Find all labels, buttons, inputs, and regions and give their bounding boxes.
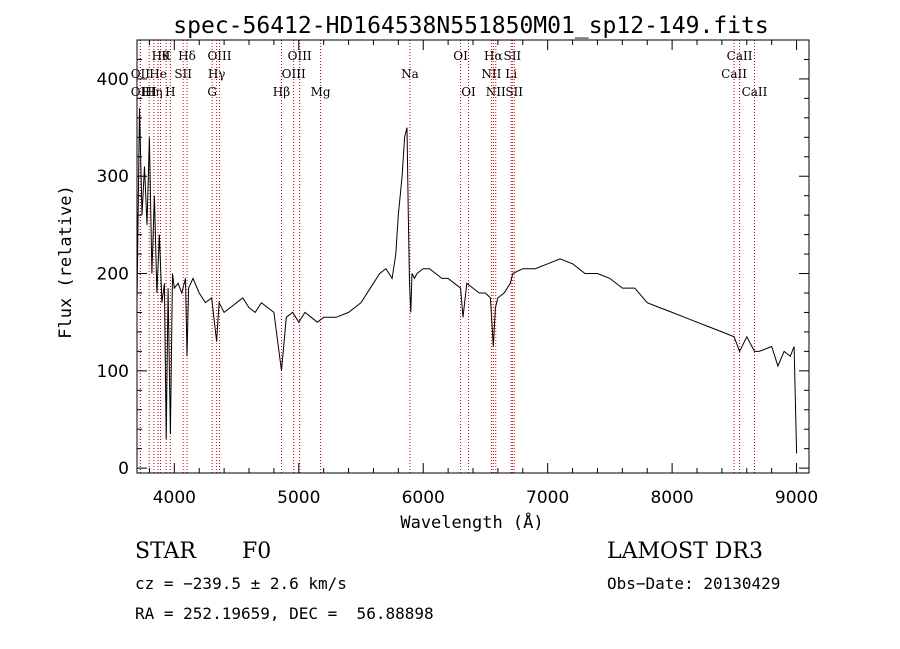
observation-date: Obs−Date: 20130429 [607, 574, 781, 593]
line-markers [139, 40, 755, 473]
plot-frame [136, 39, 810, 474]
line-label: Na [401, 67, 419, 81]
line-label: Hδ [178, 49, 196, 63]
line-labels: OIIOIIHIHηHeHθKHSIIHδGHγOIIIHβOIIIOIIIMg… [131, 49, 768, 99]
line-label: OII [131, 85, 151, 99]
line-label: Hη [145, 85, 163, 99]
x-axis-label: Wavelength (Å) [400, 511, 543, 533]
spectrum-series [136, 108, 798, 454]
line-label: OIII [207, 49, 231, 63]
line-label: CaII [742, 85, 768, 99]
line-label: Hα [484, 49, 503, 63]
x-tick-label: 4000 [153, 488, 196, 508]
line-label: HI [142, 85, 157, 99]
y-tick-label: 100 [97, 362, 129, 382]
x-tick-label: 5000 [277, 488, 320, 508]
line-label: OII [131, 67, 151, 81]
y-axis-label: Flux (relative) [56, 185, 76, 339]
x-axis: 4000 5000 6000 7000 8000 9000 [148, 40, 818, 508]
x-tick-label: 6000 [402, 488, 445, 508]
line-label: He [149, 67, 167, 81]
line-label: OIII [282, 67, 306, 81]
line-label: Hβ [273, 85, 290, 99]
spectrum-line [136, 108, 798, 454]
line-label: CaII [727, 49, 753, 63]
y-axis: 0 100 200 300 400 [97, 58, 809, 479]
y-tick-label: 400 [97, 70, 129, 90]
line-label: CaII [721, 67, 747, 81]
x-tick-label: 7000 [526, 488, 569, 508]
y-tick-label: 300 [97, 167, 129, 187]
line-label: SII [505, 85, 523, 99]
line-label: H [165, 85, 175, 99]
subclass: F0 [242, 539, 272, 564]
line-label: OI [453, 49, 468, 63]
y-tick-label: 200 [97, 265, 129, 285]
chart-title: spec-56412-HD164538N551850M01_sp12-149.f… [173, 13, 768, 39]
line-label: NII [486, 85, 506, 99]
line-label: SII [503, 49, 521, 63]
line-label: Hγ [208, 67, 226, 81]
line-label: K [162, 49, 172, 63]
redshift-cz: cz = −239.5 ± 2.6 km/s [135, 574, 347, 593]
line-label: Li [505, 67, 517, 81]
x-tick-label: 8000 [650, 488, 693, 508]
line-label: NII [481, 67, 501, 81]
survey-name: LAMOST DR3 [607, 539, 763, 564]
line-label: OI [461, 85, 476, 99]
y-tick-label: 0 [118, 459, 129, 479]
line-label: OIII [288, 49, 312, 63]
line-label: Mg [311, 85, 331, 99]
x-tick-label: 9000 [775, 488, 818, 508]
line-label: SII [174, 67, 192, 81]
object-type: STAR [135, 539, 196, 564]
line-label: Hθ [152, 49, 170, 63]
line-label: G [207, 85, 217, 99]
coordinates: RA = 252.19659, DEC = 56.88898 [135, 604, 434, 623]
